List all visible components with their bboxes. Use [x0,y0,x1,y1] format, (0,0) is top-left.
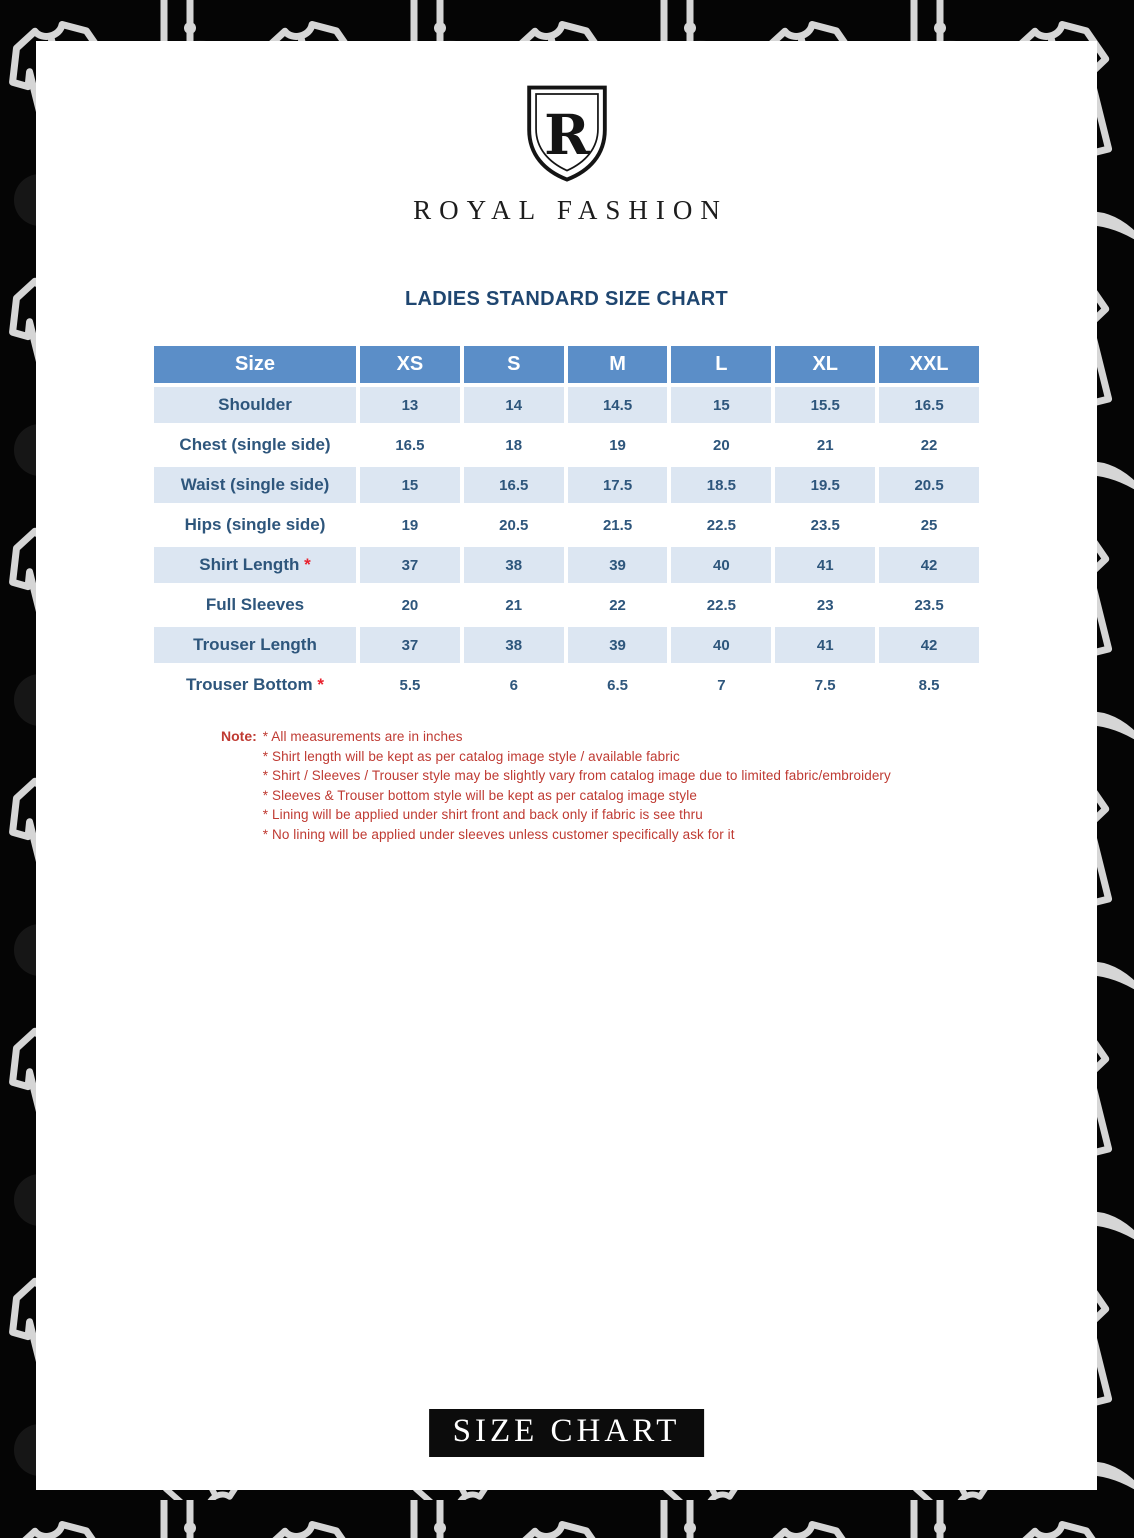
measurement-value: 13 [360,387,460,423]
measurement-value: 21 [463,587,564,623]
table-row: Trouser Length 37 38 39 40 41 42 [154,627,979,663]
measurement-value: 8.5 [879,667,979,703]
measurement-value: 38 [463,547,564,583]
measurement-value: 22 [567,587,668,623]
measurement-value: 19 [360,507,460,543]
measurement-label: Hips (single side) [154,507,356,543]
measurement-value: 18 [463,427,564,463]
measurement-value: 15 [360,467,460,503]
measurement-value: 20.5 [463,507,564,543]
measurement-value: 39 [567,547,668,583]
size-table-body: Shoulder 13 14 14.5 15 15.5 16.5 Chest (single … [154,387,979,703]
table-row: Full Sleeves 20 21 22 22.5 23 23.5 [154,587,979,623]
column-header-xxl: XXL [879,346,979,383]
measurement-value: 37 [360,627,460,663]
brand-logo: R ROYAL FASHION [405,85,728,226]
measurement-value: 15.5 [775,387,876,423]
size-table-header: Size XS S M L XL XXL [154,346,979,383]
header-row: Size XS S M L XL XXL [154,346,979,383]
measurement-label: Trouser Length [154,627,356,663]
measurement-label: Waist (single side) [154,467,356,503]
note-items: * All measurements are in inches * Shirt … [263,727,891,844]
measurement-value: 23.5 [879,587,979,623]
measurement-value: 21.5 [567,507,668,543]
note-item: * Sleeves & Trouser bottom style will be… [262,787,697,803]
measurement-label: Full Sleeves [154,587,356,623]
brand-name: ROYAL FASHION [413,195,728,225]
table-row: Shirt Length * 37 38 39 40 41 42 [154,547,979,583]
measurement-value: 21 [775,427,876,463]
column-header-xl: XL [775,346,876,383]
measurement-value: 41 [775,547,876,583]
measurement-value: 39 [567,627,668,663]
measurement-value: 16.5 [879,387,979,423]
measurement-value: 37 [360,547,460,583]
notes-section: Note: * All measurements are in inches * … [221,727,891,844]
note-item: * Shirt / Sleeves / Trouser style may be… [262,768,891,783]
measurement-value: 6 [463,667,564,703]
table-row: Shoulder 13 14 14.5 15 15.5 16.5 [154,387,979,423]
measurement-value: 23 [775,587,876,623]
column-header-l: L [671,346,772,383]
measurement-value: 25 [879,507,979,543]
measurement-value: 22.5 [671,587,772,623]
measurement-value: 18.5 [671,467,772,503]
table-row: Waist (single side) 15 16.5 17.5 18.5 19.5 20.… [154,467,979,503]
measurement-value: 41 [775,627,876,663]
page-title: LADIES STANDARD SIZE CHART [405,288,728,310]
table-row: Trouser Bottom * 5.5 6 6.5 7 7.5 8.5 [154,667,979,703]
asterisk-marker: * [299,555,311,574]
measurement-label: Chest (single side) [154,427,356,463]
measurement-value: 6.5 [567,667,668,703]
table-row: Hips (single side) 19 20.5 21.5 22.5 23.5 25 [154,507,979,543]
measurement-value: 17.5 [567,467,668,503]
measurement-label: Shoulder [154,387,356,423]
measurement-value: 20 [360,587,460,623]
note-label: Note: [221,728,257,744]
measurement-value: 15 [671,387,772,423]
measurement-value: 5.5 [360,667,460,703]
footer-banner: SIZE CHART [428,1409,705,1457]
brand-monogram: R [544,102,591,167]
note-item: * Shirt length will be kept as per catal… [262,748,680,764]
measurement-value: 22.5 [671,507,772,543]
note-item: * Lining will be applied under shirt fro… [262,807,703,822]
size-table: Size XS S M L XL XXL Shoulder 13 14 14.5 15 1… [150,342,983,707]
column-header-s: S [463,346,564,383]
measurement-value: 40 [671,627,772,663]
table-row: Chest (single side) 16.5 18 19 20 21 22 [154,427,979,463]
measurement-value: 22 [879,427,979,463]
measurement-value: 19.5 [775,467,876,503]
measurement-value: 38 [463,627,564,663]
asterisk-marker: * [312,675,324,694]
measurement-value: 20 [671,427,772,463]
note-item: * All measurements are in inches [262,729,463,744]
measurement-value: 20.5 [879,467,979,503]
measurement-value: 16.5 [360,427,460,463]
size-chart-sheet: R ROYAL FASHION LADIES STANDARD SIZE CHA… [36,41,1097,1490]
column-header-m: M [567,346,668,383]
measurement-value: 19 [567,427,668,463]
column-header-size: Size [154,346,356,383]
measurement-value: 14 [463,387,564,423]
measurement-value: 16.5 [463,467,564,503]
measurement-value: 7.5 [775,667,876,703]
measurement-value: 7 [671,667,772,703]
note-item: * No lining will be applied under sleeve… [262,826,735,842]
measurement-value: 42 [879,547,979,583]
measurement-label: Shirt Length * [154,547,356,583]
measurement-value: 42 [879,627,979,663]
measurement-value: 14.5 [567,387,668,423]
measurement-label: Trouser Bottom * [154,667,356,703]
measurement-value: 23.5 [775,507,876,543]
shield-monogram-icon: R [526,85,607,182]
measurement-value: 40 [671,547,772,583]
column-header-xs: XS [360,346,460,383]
